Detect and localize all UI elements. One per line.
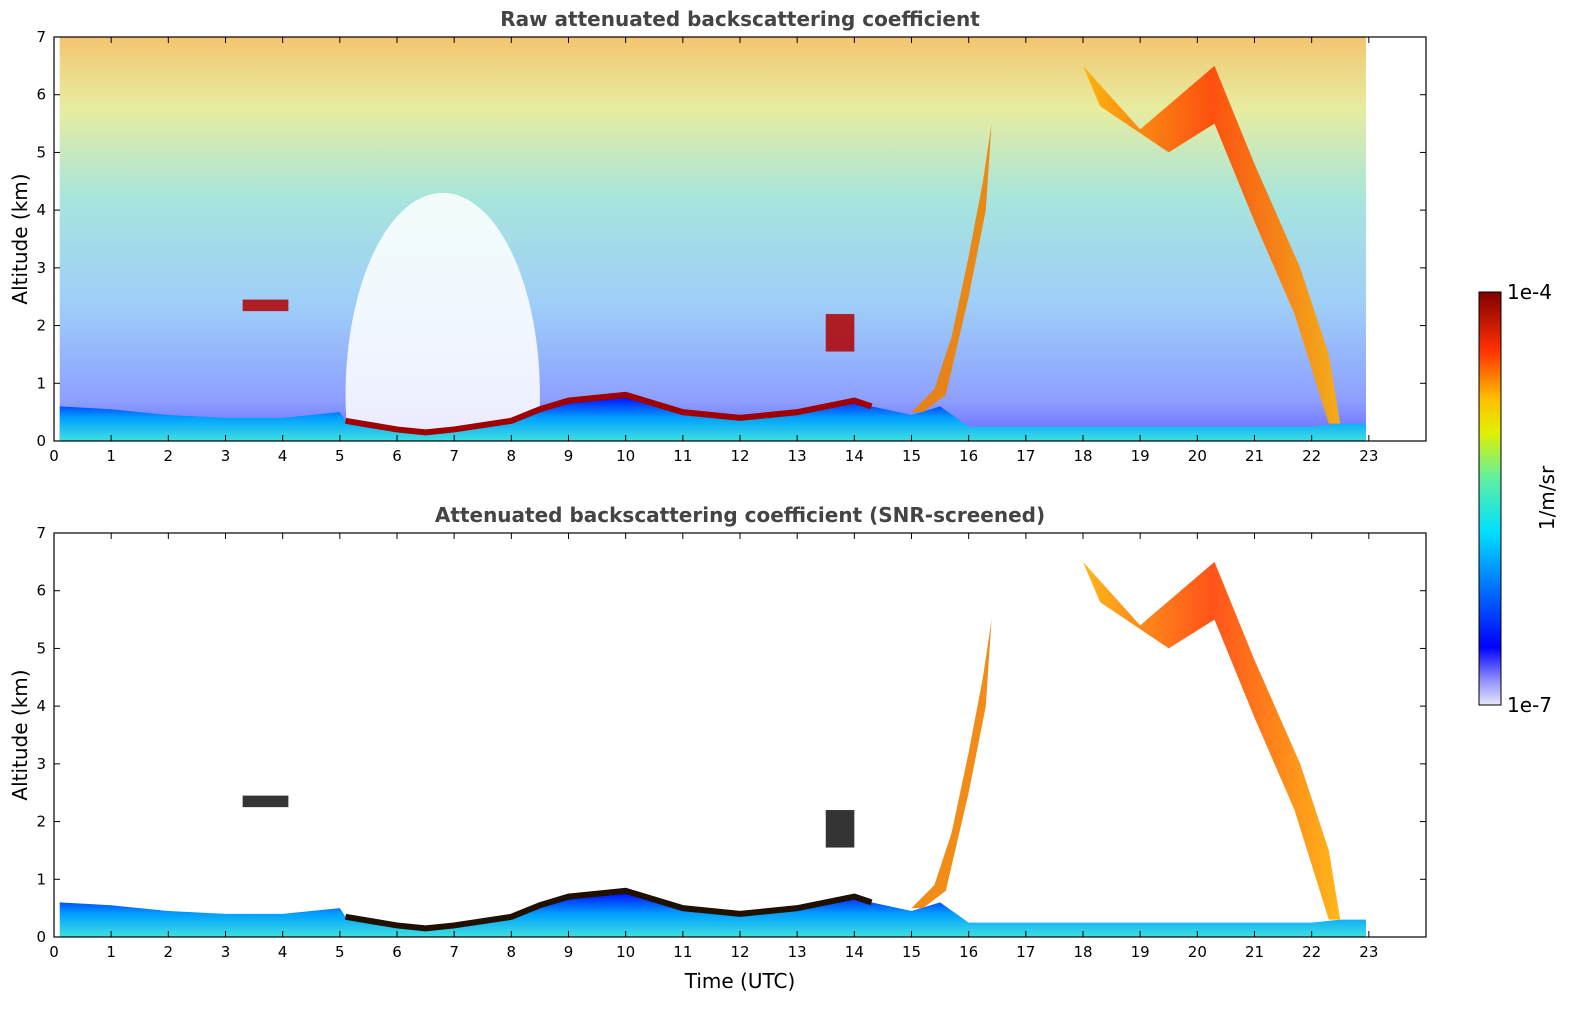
raw-cirrus-cloud xyxy=(1083,65,1341,424)
raw-x-tick-label: 23 xyxy=(1359,447,1378,465)
raw-x-tick-label: 0 xyxy=(49,447,59,465)
x-axis-label: Time (UTC) xyxy=(684,969,796,993)
screened-x-tick-label: 2 xyxy=(164,943,174,961)
raw-x-axis: 0 1 2 3 4 5 6 7 8 9 10 11 12 13 14 15 16 17 18 19 20 21 22 23 xyxy=(49,37,1378,465)
screened-x-tick-label: 1 xyxy=(106,943,116,961)
screened-x-tick-label: 8 xyxy=(507,943,517,961)
raw-x-tick-label: 12 xyxy=(730,447,749,465)
raw-x-tick-label: 3 xyxy=(221,447,231,465)
screened-y-axis-label: Altitude (km) xyxy=(8,669,32,800)
screened-x-tick-label: 5 xyxy=(335,943,345,961)
screened-x-tick-label: 18 xyxy=(1073,943,1092,961)
raw-x-tick-label: 11 xyxy=(673,447,692,465)
raw-x-tick-label: 14 xyxy=(845,447,864,465)
raw-x-tick-label: 17 xyxy=(1016,447,1035,465)
screened-x-tick-label: 17 xyxy=(1016,943,1035,961)
colorbar-gradient xyxy=(1478,291,1502,706)
raw-x-tick-label: 22 xyxy=(1302,447,1321,465)
screened-bl-top-line xyxy=(345,887,873,932)
screened-y-tick-label: 1 xyxy=(36,870,46,888)
raw-panel-title: Raw attenuated backscattering coefficien… xyxy=(500,7,980,31)
raw-x-tick-label: 4 xyxy=(278,447,288,465)
raw-x-tick-label: 15 xyxy=(902,447,921,465)
raw-y-axis-label: Altitude (km) xyxy=(8,173,32,304)
raw-y-tick-label: 6 xyxy=(36,86,46,104)
raw-x-tick-label: 18 xyxy=(1073,447,1092,465)
raw-x-tick-label: 20 xyxy=(1188,447,1207,465)
screened-x-tick-label: 20 xyxy=(1188,943,1207,961)
screened-x-tick-label: 23 xyxy=(1359,943,1378,961)
raw-x-tick-label: 19 xyxy=(1131,447,1150,465)
screened-y-tick-label: 6 xyxy=(36,582,46,600)
raw-heatmap xyxy=(59,37,1366,441)
colorbar: 1e-4 1e-7 1/m/sr xyxy=(1478,280,1559,717)
raw-y-tick-label: 1 xyxy=(36,374,46,392)
screened-y-tick-label: 4 xyxy=(36,697,46,715)
raw-bl-top-line xyxy=(345,391,873,436)
screened-heatmap xyxy=(59,561,1366,937)
raw-y-tick-label: 3 xyxy=(36,259,46,277)
screened-x-tick-label: 14 xyxy=(845,943,864,961)
screened-heatmap-features xyxy=(59,561,1366,937)
screened-y-axis: 0 1 2 3 4 5 6 7 xyxy=(36,524,1426,946)
screened-rising-cloud xyxy=(911,619,992,909)
colorbar-max-label: 1e-4 xyxy=(1507,280,1552,304)
raw-x-tick-label: 9 xyxy=(564,447,574,465)
colorbar-unit-label: 1/m/sr xyxy=(1535,465,1559,530)
screened-x-axis: 0 1 2 3 4 5 6 7 8 9 10 11 12 13 14 15 16 17 18 19 20 21 22 23 xyxy=(49,533,1378,961)
raw-x-tick-label: 6 xyxy=(392,447,402,465)
raw-x-tick-label: 5 xyxy=(335,447,345,465)
screened-panel-title: Attenuated backscattering coefficient (S… xyxy=(435,503,1045,527)
screened-y-tick-label: 2 xyxy=(36,813,46,831)
screened-panel: Attenuated backscattering coefficient (S… xyxy=(8,503,1427,993)
raw-rising-cloud xyxy=(911,123,992,413)
screened-x-tick-label: 11 xyxy=(673,943,692,961)
screened-cloud-1 xyxy=(825,810,855,848)
screened-x-tick-label: 7 xyxy=(449,943,459,961)
screened-x-tick-label: 12 xyxy=(730,943,749,961)
screened-x-tick-label: 6 xyxy=(392,943,402,961)
screened-x-tick-label: 3 xyxy=(221,943,231,961)
screened-y-tick-label: 5 xyxy=(36,639,46,657)
raw-x-tick-label: 1 xyxy=(106,447,116,465)
screened-x-tick-label: 16 xyxy=(959,943,978,961)
screened-x-tick-label: 21 xyxy=(1245,943,1264,961)
colorbar-min-label: 1e-7 xyxy=(1507,693,1552,717)
raw-cloud-0 xyxy=(242,299,289,312)
screened-cloud-0 xyxy=(242,795,289,808)
screened-x-tick-label: 10 xyxy=(616,943,635,961)
raw-x-tick-label: 10 xyxy=(616,447,635,465)
screened-y-tick-label: 7 xyxy=(36,524,46,542)
screened-y-tick-label: 0 xyxy=(36,928,46,946)
raw-y-tick-label: 7 xyxy=(36,28,46,46)
screened-cirrus-cloud xyxy=(1083,561,1341,920)
screened-x-tick-label: 19 xyxy=(1131,943,1150,961)
raw-cloud-1 xyxy=(825,314,855,352)
screened-y-tick-label: 3 xyxy=(36,755,46,773)
raw-y-tick-label: 0 xyxy=(36,432,46,450)
raw-panel: Raw attenuated backscattering coefficien… xyxy=(8,7,1427,465)
raw-x-tick-label: 21 xyxy=(1245,447,1264,465)
raw-noise-field xyxy=(59,37,1366,441)
raw-y-tick-label: 4 xyxy=(36,201,46,219)
screened-x-tick-label: 0 xyxy=(49,943,59,961)
screened-x-tick-label: 9 xyxy=(564,943,574,961)
screened-x-tick-label: 15 xyxy=(902,943,921,961)
raw-x-tick-label: 13 xyxy=(788,447,807,465)
raw-x-tick-label: 7 xyxy=(449,447,459,465)
screened-x-tick-label: 22 xyxy=(1302,943,1321,961)
screened-x-tick-label: 4 xyxy=(278,943,288,961)
raw-x-tick-label: 8 xyxy=(507,447,517,465)
raw-y-axis: 0 1 2 3 4 5 6 7 xyxy=(36,28,1426,450)
raw-x-tick-label: 2 xyxy=(164,447,174,465)
screened-x-tick-label: 13 xyxy=(788,943,807,961)
raw-clear-region xyxy=(345,192,540,441)
raw-x-tick-label: 16 xyxy=(959,447,978,465)
raw-heatmap-features xyxy=(59,37,1366,441)
raw-y-tick-label: 2 xyxy=(36,317,46,335)
raw-y-tick-label: 5 xyxy=(36,143,46,161)
